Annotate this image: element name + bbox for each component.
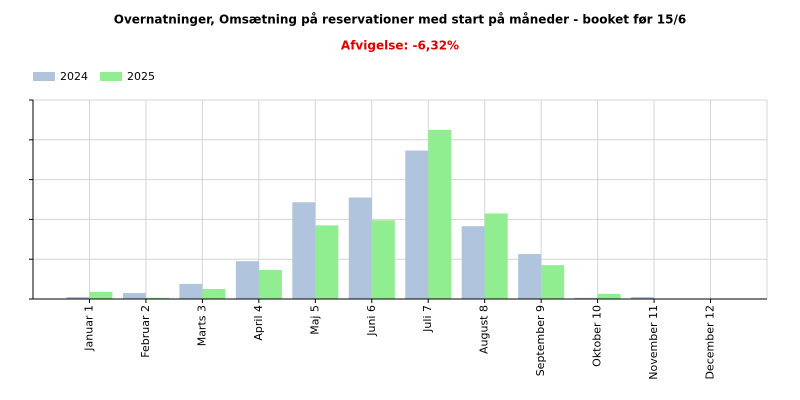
bar bbox=[405, 150, 429, 299]
chart-subtitle: Afvigelse: -6,32% bbox=[341, 39, 459, 53]
x-tick-label: Juli 7 bbox=[421, 305, 434, 333]
x-tick-label: Marts 3 bbox=[195, 305, 208, 346]
x-tick-label: November 11 bbox=[647, 305, 660, 380]
bar bbox=[145, 297, 169, 299]
legend-label: 2024 bbox=[60, 70, 88, 83]
bar bbox=[631, 297, 655, 299]
x-tick-label: April 4 bbox=[252, 305, 265, 341]
legend-swatch bbox=[100, 72, 122, 81]
bar bbox=[179, 283, 203, 299]
x-tick-label: Maj 5 bbox=[308, 305, 321, 335]
x-tick-label: Februar 2 bbox=[139, 305, 152, 358]
bar bbox=[518, 254, 542, 299]
x-tick-label: Juni 6 bbox=[365, 305, 378, 337]
bar bbox=[315, 225, 339, 299]
x-tick-label: December 12 bbox=[704, 305, 717, 380]
bar bbox=[428, 129, 452, 299]
bar bbox=[541, 265, 565, 299]
chart-title: Overnatninger, Omsætning på reservatione… bbox=[114, 13, 686, 27]
bar bbox=[597, 293, 621, 299]
bar bbox=[371, 220, 395, 299]
x-tick-label: Oktober 10 bbox=[591, 305, 604, 367]
bar bbox=[461, 226, 485, 299]
legend-label: 2025 bbox=[127, 70, 155, 83]
bar bbox=[292, 202, 316, 299]
x-tick-label: August 8 bbox=[478, 305, 491, 354]
bar bbox=[66, 297, 90, 299]
bar bbox=[235, 261, 259, 299]
bar bbox=[202, 289, 226, 299]
legend-swatch bbox=[33, 72, 55, 81]
bar bbox=[258, 269, 282, 299]
x-tick-label: September 9 bbox=[534, 305, 547, 376]
bar bbox=[484, 213, 508, 299]
bar bbox=[574, 297, 598, 299]
x-tick-label: Januar 1 bbox=[82, 305, 95, 352]
bar bbox=[89, 291, 113, 299]
bar bbox=[122, 293, 146, 299]
bar bbox=[348, 197, 372, 299]
